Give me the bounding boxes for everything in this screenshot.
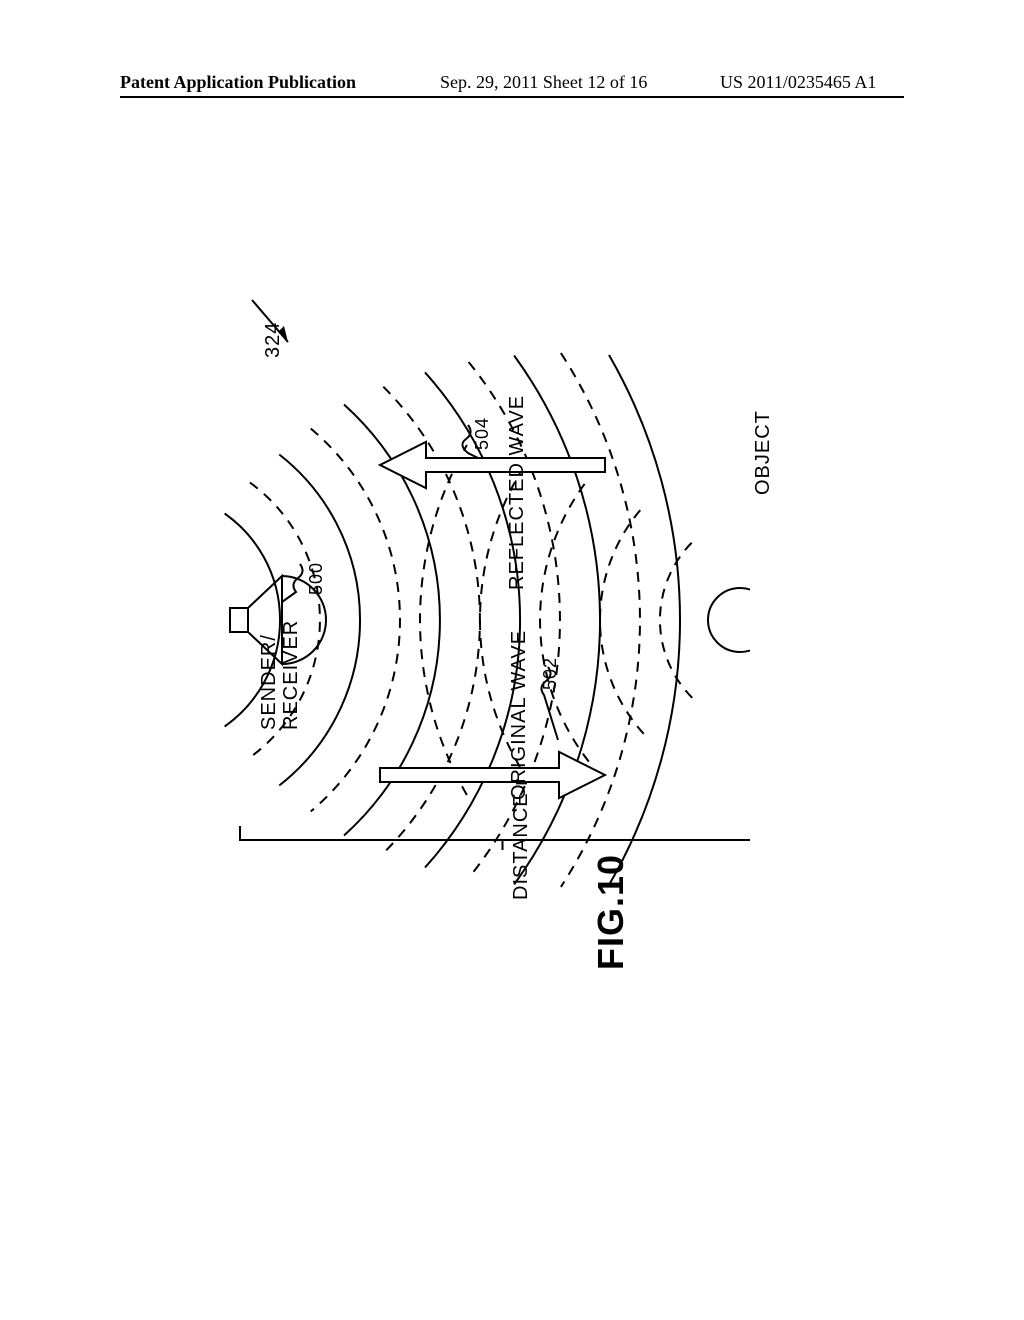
figure-10: 324 500 SENDER/RECEIVER 504 REFLECTED WA… — [210, 220, 750, 1070]
original-wave-label: ORIGINAL WAVE — [508, 630, 531, 800]
leader-500 — [282, 564, 303, 602]
distance-bracket — [240, 826, 750, 840]
object-circle — [708, 588, 750, 652]
reflected-wave-dash — [420, 445, 467, 795]
outgoing-wave-dash — [311, 429, 400, 812]
reflected-wave-dash — [600, 506, 644, 734]
reflected-wave-label: REFLECTED WAVE — [506, 395, 529, 590]
outgoing-wave-solid — [609, 355, 680, 885]
ref-500: 500 — [306, 562, 327, 595]
ref-324: 324 — [262, 322, 285, 358]
header-rule — [120, 96, 904, 98]
header-left-text: Patent Application Publication — [120, 72, 356, 93]
ref-502: 502 — [540, 657, 561, 690]
object-label: OBJECT — [752, 410, 775, 495]
page: Patent Application Publication Sep. 29, … — [0, 0, 1024, 1320]
ref-504: 504 — [472, 417, 493, 450]
transducer-body — [230, 608, 248, 632]
figure-caption: FIG.10 — [590, 854, 632, 970]
header-right-text: US 2011/0235465 A1 — [720, 72, 876, 93]
reflected-wave-dash — [660, 542, 692, 698]
sender-receiver-label: SENDER/RECEIVER — [258, 620, 302, 730]
distance-label: DISTANCE r — [510, 778, 533, 900]
header-mid-text: Sep. 29, 2011 Sheet 12 of 16 — [440, 72, 647, 93]
